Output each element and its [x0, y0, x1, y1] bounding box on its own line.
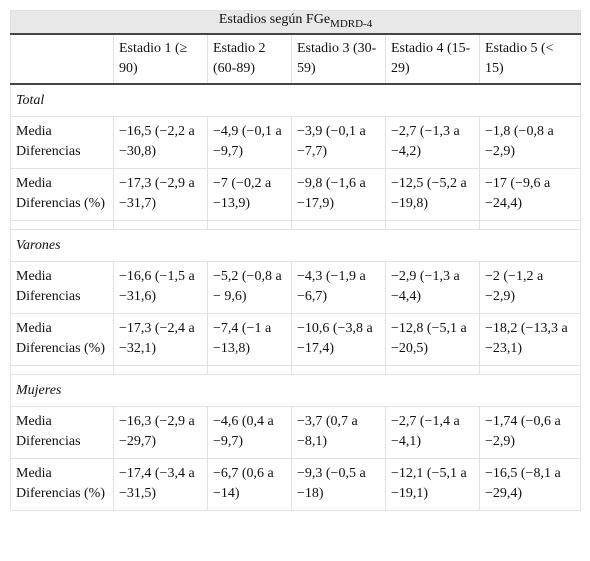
column-header: Estadio 3 (30-59) — [291, 33, 386, 85]
data-cell: −17,4 (−3,4 a −31,5) — [113, 457, 208, 511]
data-cell: −17,3 (−2,9 a −31,7) — [113, 167, 208, 221]
spacer-cell — [207, 219, 292, 230]
section-row: Varones — [9, 228, 582, 262]
column-header-row: Estadio 1 (≥ 90) Estadio 2 (60-89) Estadio… — [10, 33, 582, 85]
data-cell: −2 (−1,2 a −2,9) — [478, 260, 582, 314]
row-label: Media Diferencias — [10, 260, 114, 314]
data-cell: −18,2 (−13,3 a −23,1) — [478, 312, 582, 366]
column-header: Estadio 2 (60-89) — [207, 33, 292, 85]
spacer-cell — [385, 364, 480, 375]
data-cell: −2,9 (−1,3 a −4,4) — [385, 260, 480, 314]
spacer-cell — [10, 364, 114, 375]
data-cell: −17 (−9,6 a −24,4) — [478, 167, 582, 221]
section-label: Total — [9, 83, 582, 117]
data-row: Media Diferencias −16,5 (−2,2 a −30,8) −4,… — [10, 115, 582, 169]
data-cell: −12,8 (−5,1 a −20,5) — [385, 312, 480, 366]
spacer-cell — [291, 219, 386, 230]
data-cell: −12,5 (−5,2 a −19,8) — [385, 167, 480, 221]
spacer-cell — [478, 219, 582, 230]
title-subscript: MDRD-4 — [330, 17, 373, 30]
section-row: Total — [9, 83, 582, 117]
row-label: Media Diferencias — [10, 115, 114, 169]
table-title: Estadios según FGeMDRD-4 — [9, 9, 582, 35]
spacer-cell — [113, 219, 208, 230]
data-cell: −4,9 (−0,1 a −9,7) — [207, 115, 292, 169]
data-cell: −3,7 (0,7 a −8,1) — [291, 405, 386, 459]
data-cell: −10,6 (−3,8 a −17,4) — [291, 312, 386, 366]
spacer-cell — [478, 364, 582, 375]
data-cell: −16,5 (−8,1 a −29,4) — [478, 457, 582, 511]
data-cell: −7 (−0,2 a −13,9) — [207, 167, 292, 221]
spacer-row — [10, 219, 582, 230]
data-cell: −16,6 (−1,5 a −31,6) — [113, 260, 208, 314]
data-cell: −17,3 (−2,4 a −32,1) — [113, 312, 208, 366]
spacer-cell — [291, 364, 386, 375]
data-row: Media Diferencias −16,6 (−1,5 a −31,6) −5,… — [10, 260, 582, 314]
column-header: Estadio 4 (15-29) — [385, 33, 480, 85]
data-cell: −7,4 (−1 a −13,8) — [207, 312, 292, 366]
data-cell: −9,8 (−1,6 a −17,9) — [291, 167, 386, 221]
spacer-cell — [10, 219, 114, 230]
data-row: Media Diferencias (%) −17,4 (−3,4 a −31,5… — [10, 457, 582, 511]
title-text: Estadios según FGe — [218, 12, 331, 27]
table-body: Total Media Diferencias −16,5 (−2,2 a −30,… — [9, 83, 582, 511]
section-label: Varones — [9, 228, 582, 262]
data-row: Media Diferencias −16,3 (−2,9 a −29,7) −4,… — [10, 405, 582, 459]
data-cell: −1,8 (−0,8 a −2,9) — [478, 115, 582, 169]
results-table: Estadios según FGeMDRD-4 Estadio 1 (≥ 90… — [9, 9, 582, 511]
column-header: Estadio 5 (< 15) — [478, 33, 582, 85]
data-cell: −3,9 (−0,1 a −7,7) — [291, 115, 386, 169]
header-row: Estadios según FGeMDRD-4 — [9, 9, 582, 35]
section-label: Mujeres — [9, 373, 582, 407]
data-cell: −16,5 (−2,2 a −30,8) — [113, 115, 208, 169]
data-cell: −4,3 (−1,9 a −6,7) — [291, 260, 386, 314]
section-row: Mujeres — [9, 373, 582, 407]
row-label: Media Diferencias (%) — [10, 312, 114, 366]
data-cell: −1,74 (−0,6 a −2,9) — [478, 405, 582, 459]
data-cell: −16,3 (−2,9 a −29,7) — [113, 405, 208, 459]
data-cell: −6,7 (0,6 a −14) — [207, 457, 292, 511]
spacer-cell — [113, 364, 208, 375]
data-cell: −12,1 (−5,1 a −19,1) — [385, 457, 480, 511]
row-label: Media Diferencias (%) — [10, 457, 114, 511]
spacer-cell — [385, 219, 480, 230]
data-row: Media Diferencias (%) −17,3 (−2,4 a −32,1… — [10, 312, 582, 366]
empty-header — [10, 33, 114, 85]
data-cell: −2,7 (−1,4 a −4,1) — [385, 405, 480, 459]
data-cell: −2,7 (−1,3 a −4,2) — [385, 115, 480, 169]
data-cell: −9,3 (−0,5 a −18) — [291, 457, 386, 511]
spacer-row — [10, 364, 582, 375]
row-label: Media Diferencias — [10, 405, 114, 459]
data-cell: −4,6 (0,4 a −9,7) — [207, 405, 292, 459]
data-row: Media Diferencias (%) −17,3 (−2,9 a −31,7… — [10, 167, 582, 221]
data-cell: −5,2 (−0,8 a − 9,6) — [207, 260, 292, 314]
column-header: Estadio 1 (≥ 90) — [113, 33, 208, 85]
spacer-cell — [207, 364, 292, 375]
row-label: Media Diferencias (%) — [10, 167, 114, 221]
